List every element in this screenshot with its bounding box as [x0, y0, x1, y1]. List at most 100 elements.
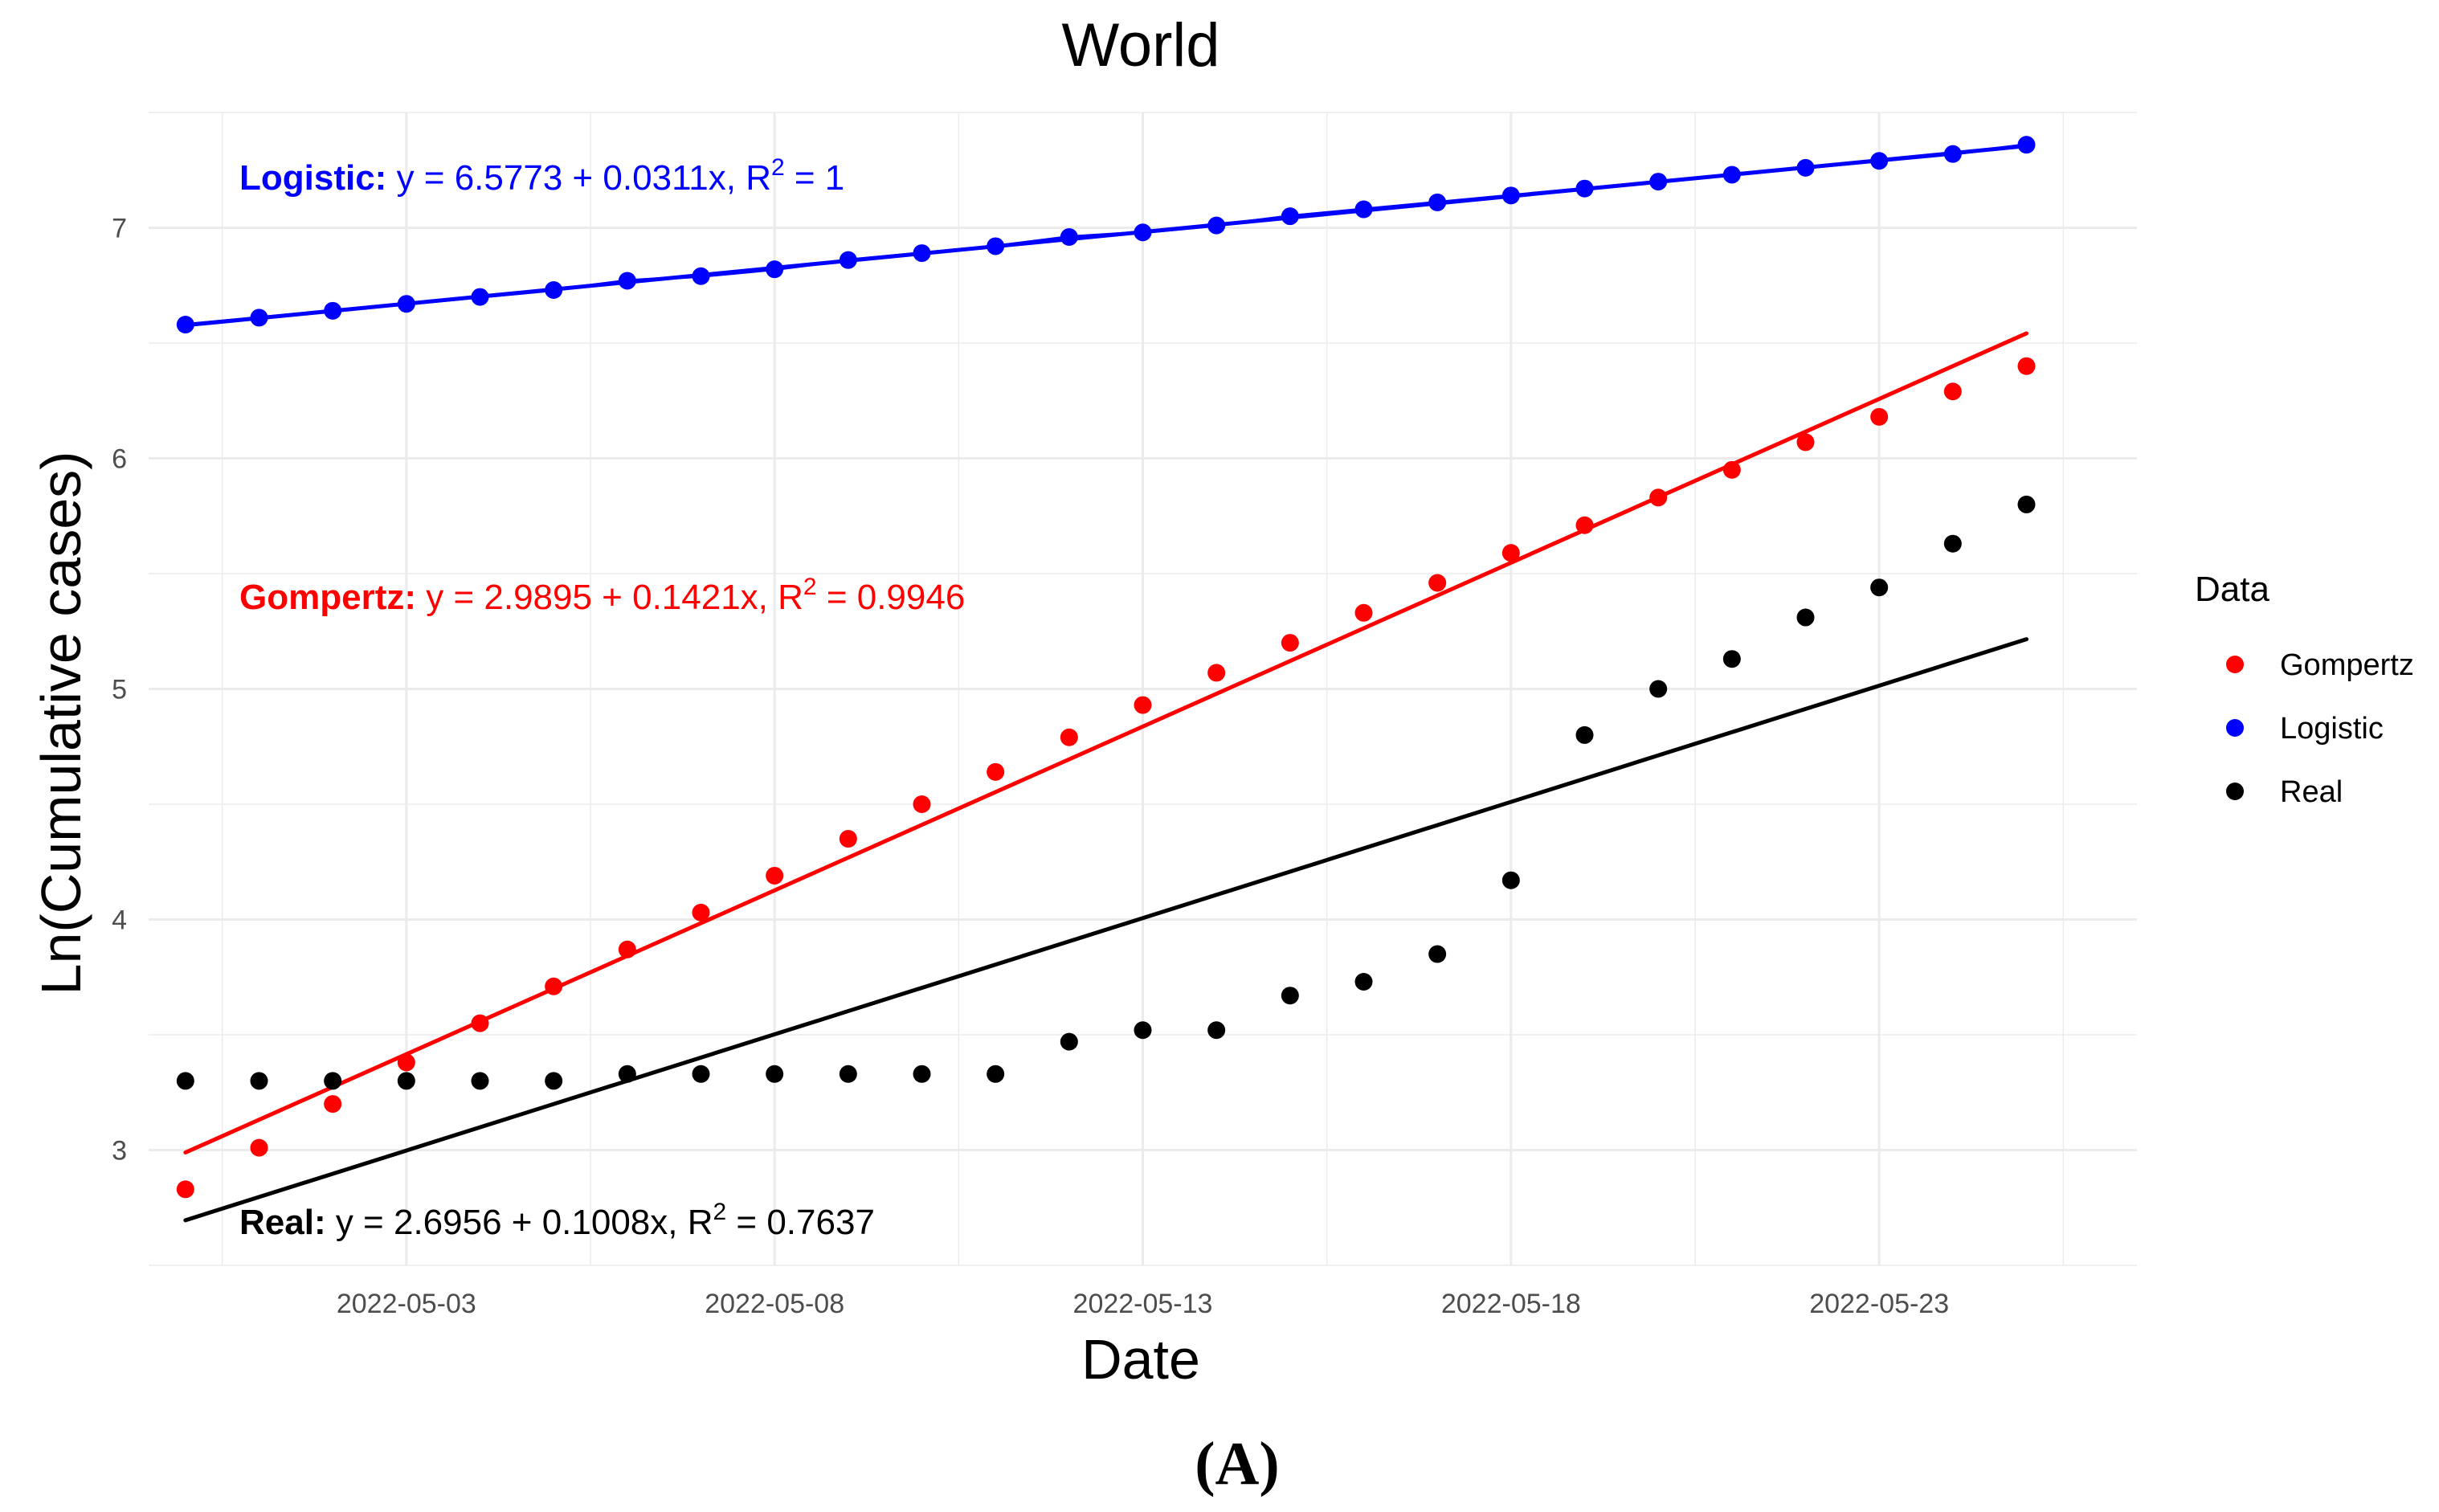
point-real	[1428, 945, 1447, 963]
point-real	[766, 1065, 784, 1083]
point-gompertz	[1060, 728, 1078, 746]
point-gompertz	[1649, 488, 1668, 507]
point-gompertz	[250, 1138, 268, 1157]
point-real	[1060, 1032, 1078, 1051]
legend-key-logistic	[2226, 719, 2244, 737]
y-tick-labels: 3 4 5 6 7	[112, 214, 127, 1167]
point-logistic	[1501, 186, 1520, 205]
x-axis-title: Date	[1081, 1328, 1200, 1391]
point-logistic	[987, 237, 1005, 255]
legend-label-gompertz: Gompertz	[2280, 648, 2414, 682]
equation-gompertz: Gompertz: y = 2.9895 + 0.1421x, R2 = 0.9…	[239, 574, 965, 617]
point-logistic	[1649, 173, 1668, 191]
equation-r2-superscript: 2	[771, 154, 785, 181]
x-tick-label: 2022-05-03	[337, 1289, 476, 1319]
point-logistic	[839, 251, 857, 269]
point-logistic	[913, 244, 931, 263]
point-real	[1207, 1021, 1226, 1040]
point-gompertz	[176, 1180, 194, 1199]
point-real	[1943, 534, 1962, 553]
x-tick-label: 2022-05-08	[705, 1289, 844, 1319]
point-real	[324, 1072, 342, 1090]
legend-label-real: Real	[2280, 775, 2343, 809]
point-real	[1649, 680, 1668, 698]
equation-name: Logistic:	[239, 158, 397, 198]
point-logistic	[1575, 179, 1594, 198]
x-tick-label: 2022-05-18	[1441, 1289, 1581, 1319]
equation-r2-value: = 0.7637	[726, 1203, 875, 1242]
point-gompertz	[766, 866, 784, 885]
point-real	[1722, 650, 1741, 668]
equation-name: Gompertz:	[239, 578, 426, 617]
point-logistic	[618, 272, 636, 290]
series-line-logistic	[185, 143, 2027, 327]
equation-logistic: Logistic: y = 6.5773 + 0.0311x, R2 = 1	[239, 154, 844, 198]
point-logistic	[1281, 207, 1299, 226]
point-logistic	[176, 316, 194, 334]
equation-r2-value: = 0.9946	[817, 578, 966, 617]
point-real	[397, 1072, 415, 1090]
point-logistic	[1354, 200, 1373, 219]
point-logistic	[1060, 227, 1078, 246]
point-logistic	[766, 260, 784, 279]
point-logistic	[471, 288, 489, 306]
point-real	[1870, 578, 1889, 597]
point-gompertz	[1722, 460, 1741, 479]
point-logistic	[250, 309, 268, 327]
equation-body: y = 2.6956 + 0.1008x, R	[336, 1203, 713, 1242]
point-real	[1501, 871, 1520, 889]
point-logistic	[1796, 158, 1815, 177]
fit-line-real	[183, 637, 2028, 1223]
point-real	[1354, 972, 1373, 991]
y-tick-label: 6	[112, 444, 127, 475]
point-logistic	[1134, 223, 1152, 242]
point-gompertz	[1796, 433, 1815, 452]
equation-real: Real: y = 2.6956 + 0.1008x, R2 = 0.7637	[239, 1199, 875, 1242]
point-logistic	[397, 295, 415, 313]
panel-label: (A)	[1195, 1430, 1280, 1498]
point-gompertz	[618, 940, 636, 958]
point-logistic	[1943, 145, 1962, 163]
point-gompertz	[1428, 574, 1447, 592]
point-logistic	[545, 280, 563, 299]
point-real	[618, 1065, 636, 1083]
equation-name: Real:	[239, 1203, 336, 1242]
y-tick-label: 7	[112, 214, 127, 244]
x-tick-labels: 2022-05-03 2022-05-08 2022-05-13 2022-05-18…	[337, 1289, 1949, 1319]
y-axis-title: Ln(Cumulative cases)	[30, 452, 92, 995]
legend-label-logistic: Logistic	[2280, 712, 2384, 746]
y-tick-label: 4	[112, 905, 127, 936]
point-real	[1134, 1021, 1152, 1040]
point-gompertz	[397, 1053, 415, 1072]
point-gompertz	[1501, 544, 1520, 562]
legend-title: Data	[2195, 570, 2269, 609]
equation-r2-superscript: 2	[803, 574, 817, 600]
point-gompertz	[1134, 696, 1152, 714]
point-gompertz	[471, 1014, 489, 1032]
fit-line-gompertz	[183, 331, 2028, 1155]
point-logistic	[1722, 166, 1741, 184]
y-tick-label: 3	[112, 1136, 127, 1167]
equation-r2-superscript: 2	[713, 1199, 727, 1225]
point-gompertz	[324, 1095, 342, 1114]
point-real	[987, 1065, 1005, 1083]
point-gompertz	[545, 977, 563, 995]
point-real	[250, 1072, 268, 1090]
legend: Data Gompertz Logistic Real	[2195, 570, 2414, 809]
equation-annotations: Logistic: y = 6.5773 + 0.0311x, R2 = 1 Go…	[239, 154, 965, 1242]
x-tick-label: 2022-05-23	[1809, 1289, 1949, 1319]
point-gompertz	[1870, 407, 1889, 426]
point-real	[692, 1065, 710, 1083]
point-gompertz	[1575, 516, 1594, 534]
equation-body: y = 6.5773 + 0.0311x, R	[397, 158, 771, 198]
x-tick-label: 2022-05-13	[1073, 1289, 1213, 1319]
point-real	[1281, 987, 1299, 1005]
point-gompertz	[1281, 634, 1299, 652]
point-logistic	[1207, 216, 1226, 235]
data-points	[176, 136, 2036, 1199]
y-tick-label: 5	[112, 675, 127, 705]
point-logistic	[324, 301, 342, 320]
point-real	[471, 1072, 489, 1090]
point-gompertz	[1207, 664, 1226, 682]
